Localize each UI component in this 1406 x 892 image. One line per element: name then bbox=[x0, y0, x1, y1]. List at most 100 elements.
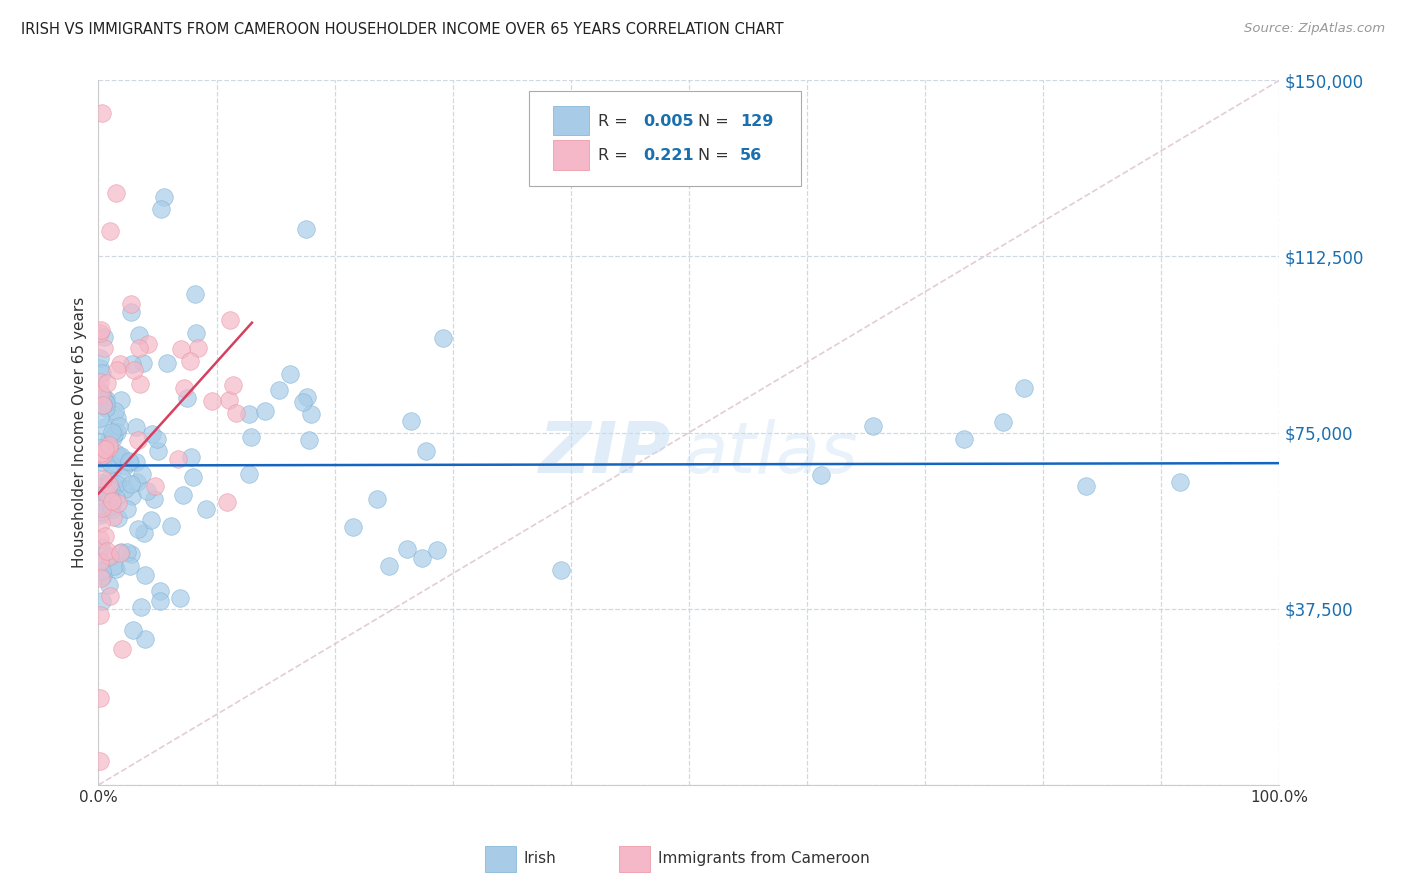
Point bbox=[90, 455, 112, 469]
Point bbox=[169, 342, 191, 356]
Text: atlas: atlas bbox=[683, 419, 858, 488]
Point bbox=[98, 490, 121, 504]
Point bbox=[90, 475, 112, 490]
Point bbox=[117, 545, 139, 559]
Point bbox=[108, 450, 131, 464]
Point bbox=[89, 494, 111, 508]
Point bbox=[105, 363, 128, 377]
Point bbox=[89, 690, 111, 705]
Point bbox=[89, 351, 111, 365]
Point bbox=[94, 529, 117, 543]
Point bbox=[153, 190, 176, 204]
Point bbox=[90, 322, 112, 336]
Point bbox=[105, 411, 128, 425]
Point bbox=[295, 221, 318, 235]
Point bbox=[108, 419, 131, 434]
Point bbox=[426, 542, 449, 557]
Point bbox=[121, 489, 143, 503]
Point bbox=[1076, 479, 1098, 493]
Point bbox=[173, 381, 195, 395]
Point bbox=[103, 559, 125, 574]
Point bbox=[110, 546, 132, 560]
Point bbox=[120, 476, 142, 491]
Point bbox=[411, 550, 433, 565]
Point bbox=[91, 398, 114, 412]
Point bbox=[111, 471, 134, 485]
Point bbox=[100, 499, 122, 513]
Point bbox=[118, 559, 141, 574]
Point bbox=[105, 425, 128, 440]
Text: Source: ZipAtlas.com: Source: ZipAtlas.com bbox=[1244, 22, 1385, 36]
Text: 129: 129 bbox=[740, 114, 773, 129]
Point bbox=[100, 483, 122, 497]
Point bbox=[100, 425, 122, 440]
Point bbox=[131, 467, 153, 481]
Point bbox=[181, 470, 204, 484]
Point bbox=[299, 407, 322, 421]
Point bbox=[89, 450, 111, 465]
Point bbox=[105, 476, 128, 491]
Y-axis label: Householder Income Over 65 years: Householder Income Over 65 years bbox=[72, 297, 87, 568]
Point bbox=[146, 433, 169, 447]
Point bbox=[89, 498, 111, 512]
Point bbox=[89, 384, 111, 398]
Point bbox=[238, 407, 260, 421]
Point bbox=[89, 532, 111, 546]
Point bbox=[89, 480, 111, 494]
Point bbox=[298, 433, 321, 447]
Point bbox=[238, 467, 260, 481]
Point bbox=[90, 594, 112, 608]
Point bbox=[91, 501, 114, 516]
Text: IRISH VS IMMIGRANTS FROM CAMEROON HOUSEHOLDER INCOME OVER 65 YEARS CORRELATION C: IRISH VS IMMIGRANTS FROM CAMEROON HOUSEH… bbox=[21, 22, 783, 37]
Point bbox=[136, 336, 159, 351]
Point bbox=[269, 384, 291, 398]
Point bbox=[1012, 381, 1035, 395]
Point bbox=[184, 326, 207, 340]
Point bbox=[239, 430, 262, 444]
Bar bbox=[553, 105, 589, 136]
Point bbox=[141, 427, 163, 442]
Point bbox=[89, 441, 111, 455]
Point bbox=[160, 518, 183, 533]
Point bbox=[98, 478, 121, 492]
Point bbox=[89, 410, 111, 425]
Point bbox=[218, 393, 240, 408]
Point bbox=[122, 362, 145, 376]
Point bbox=[94, 420, 117, 434]
Point bbox=[96, 376, 118, 390]
Point bbox=[110, 545, 132, 559]
Point bbox=[128, 328, 150, 343]
Point bbox=[128, 341, 150, 355]
Point bbox=[810, 468, 832, 483]
Point bbox=[101, 510, 124, 524]
Point bbox=[93, 341, 115, 355]
Point bbox=[121, 305, 143, 319]
Point bbox=[176, 392, 198, 406]
Point bbox=[292, 395, 315, 409]
Point bbox=[93, 330, 115, 344]
Point bbox=[90, 541, 112, 555]
Point bbox=[97, 578, 120, 592]
Point bbox=[90, 571, 112, 585]
Point bbox=[107, 496, 129, 510]
Text: 0.221: 0.221 bbox=[643, 148, 693, 163]
Point bbox=[91, 472, 114, 486]
Point bbox=[114, 482, 136, 496]
Point bbox=[149, 584, 172, 599]
Point bbox=[89, 450, 111, 464]
Point bbox=[132, 356, 155, 370]
Point bbox=[96, 544, 118, 558]
Point bbox=[91, 448, 114, 462]
Point bbox=[90, 387, 112, 401]
Point bbox=[278, 367, 301, 381]
Point bbox=[91, 366, 114, 380]
Point bbox=[118, 454, 141, 468]
Point bbox=[156, 356, 179, 370]
Point bbox=[94, 486, 117, 500]
Point bbox=[107, 511, 129, 525]
Text: Immigrants from Cameroon: Immigrants from Cameroon bbox=[658, 852, 870, 866]
Point bbox=[101, 502, 124, 516]
Point bbox=[862, 419, 884, 434]
Point bbox=[169, 591, 191, 605]
Text: 56: 56 bbox=[740, 148, 762, 163]
